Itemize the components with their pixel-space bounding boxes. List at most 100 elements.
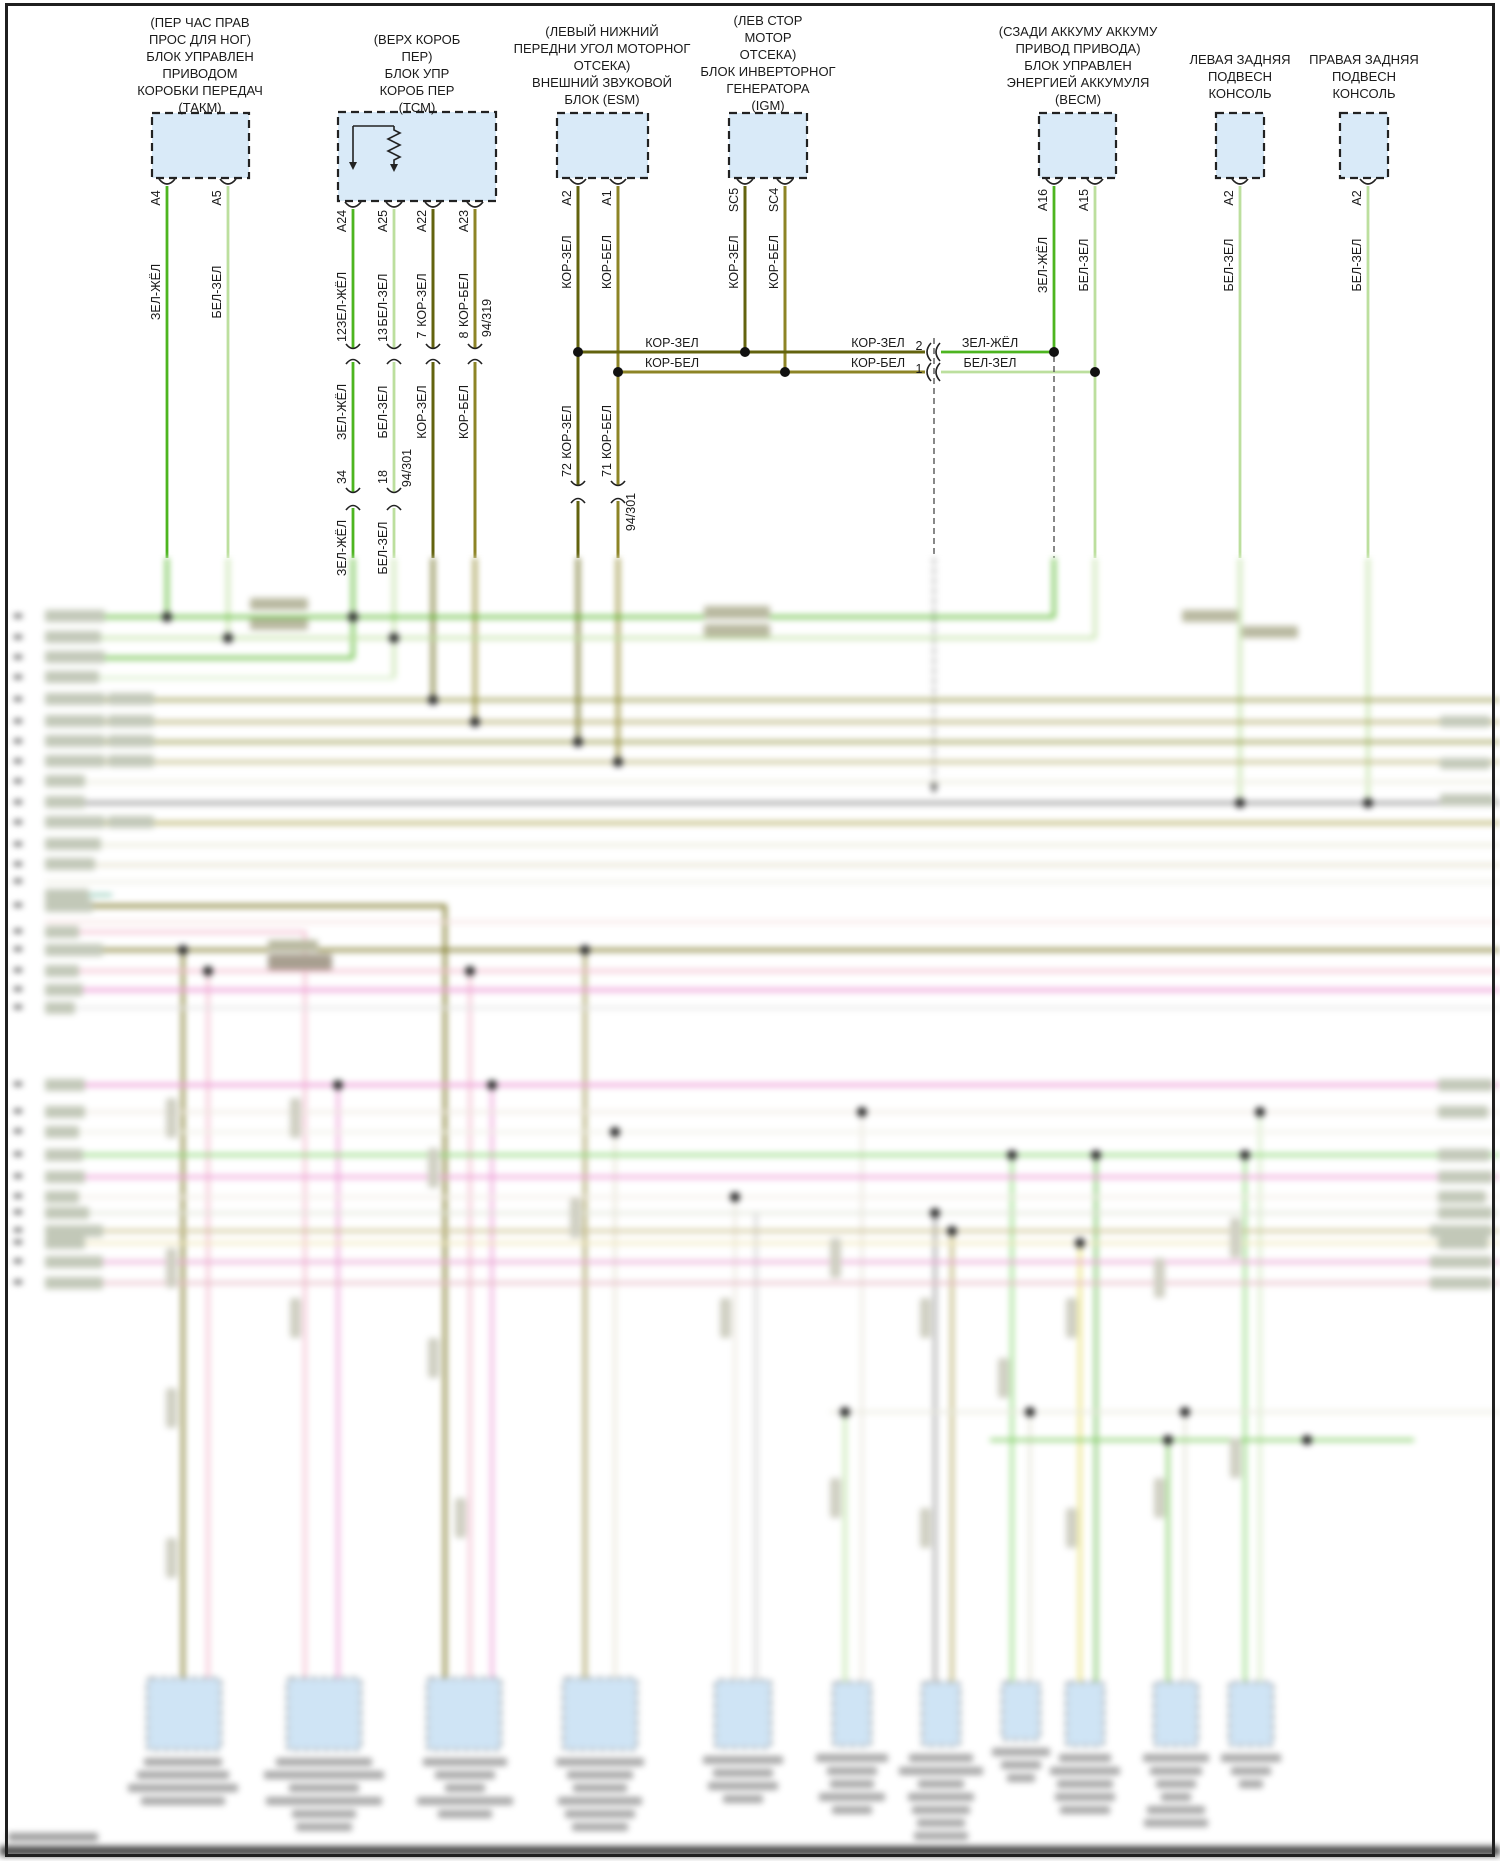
title-line: БЛОК УПРАВЛЕН [1024,58,1132,73]
pin-label-sc4: SC4 [767,187,781,213]
becm-box [1037,111,1118,180]
pin-label-a2-left-console: A2 [1222,190,1236,206]
wire-color-label: БЕЛ-ЗЕЛ [1350,238,1364,292]
connector-pin-number: 7 [415,331,429,339]
wire-color-label: ЗЕЛ-ЖЁЛ [335,271,349,329]
pin-label-a4: A4 [149,190,163,206]
title-line: БЛОК ИНВЕРТОРНОГ [700,64,836,79]
title-line: ПРОС ДЛЯ НОГ) [148,32,252,47]
title-line: БЛОК УПР [384,66,450,81]
footer-text-blur [8,1833,98,1841]
bus-label-kor-zel: КОР-ЗЕЛ [851,336,905,350]
mid-bus-lines [45,904,1500,1682]
bottom-connector-blocks [146,1677,1274,1751]
title-line: ПОДВЕСН [1331,69,1397,84]
pin-label-a5: A5 [210,190,224,206]
title-line: ПЕРЕДНИ УГОЛ МОТОРНОГ [513,41,691,56]
connector-pin-number: 12 [335,328,349,342]
pin-label-a25: A25 [376,209,390,233]
title-line: ПРИВОД ПРИВОДА) [1015,41,1141,56]
title-line: ЭНЕРГИЕЙ АККУМУЛЯ [1006,75,1150,90]
bottom-bar [0,1846,1500,1856]
wire-color-label: КОР-БЕЛ [457,384,471,440]
inline-connector-breaks [345,343,626,511]
blurred-wiring-detail [0,558,1500,1861]
connector-cavity-number: 1 [915,362,923,376]
title-line: БЛОК (ESM) [564,92,640,107]
wire-color-label: БЕЛ-ЗЕЛ [210,265,224,319]
wire-color-label: ЗЕЛ-ЖЁЛ [335,383,349,441]
wire-color-label: КОР-БЕЛ [767,234,781,290]
title-line: (ЛЕВЫЙ НИЖНИЙ [545,24,659,39]
wire-color-label: ЗЕЛ-ЖЁЛ [149,263,163,321]
title-line: ЛЕВАЯ ЗАДНЯЯ [1189,52,1291,67]
title-line: ПРАВАЯ ЗАДНЯЯ [1309,52,1419,67]
esm-box [555,111,650,180]
pin-label-a22: A22 [415,209,429,233]
title-line: (СЗАДИ АККУМУ АККУМУ [998,24,1158,39]
mid-line-labels [250,598,1298,970]
wire-color-label: БЕЛ-ЗЕЛ [376,273,390,327]
junction-dots [573,347,1100,377]
title-line: (ТСМ) [398,100,436,115]
connector-pin-number: 71 [600,463,614,477]
wire-color-label: БЕЛ-ЗЕЛ [376,521,390,575]
wire-color-label: КОР-ЗЕЛ [560,405,574,459]
pin-label-a16: A16 [1036,188,1050,212]
pin-label-a2-right-console: A2 [1350,190,1364,206]
left-edge-labels [14,610,154,1289]
bus-label-kor-bel: КОР-БЕЛ [850,356,906,370]
title-line: ОТСЕКА) [573,58,631,73]
title-line: ВНЕШНИЙ ЗВУКОВОЙ [532,75,672,90]
connector-pin-number: 13 [376,328,390,342]
title-line: ГЕНЕРАТОРА [726,81,810,96]
wire-color-label: БЕЛ-ЗЕЛ [1077,238,1091,292]
module-boxes [150,110,1390,203]
wires [165,186,1370,558]
igm-box [727,111,809,180]
title-line: КОНСОЛЬ [1332,86,1396,101]
wire-color-label: КОР-БЕЛ [600,404,614,460]
connector-pin-number: 72 [560,463,574,477]
left-console-box [1214,111,1266,180]
pin-label-sc5: SC5 [727,187,741,213]
wire-color-label: КОР-ЗЕЛ [560,235,574,289]
bus-label-bel-zel: БЕЛ-ЗЕЛ [963,356,1017,370]
incoming-wires [165,558,1370,803]
title-line: ПРИВОДОМ [162,66,238,81]
block-caption-text [128,1748,1281,1840]
pin-label-a1: A1 [600,190,614,206]
title-line: (ПЕР ЧАС ПРАВ [150,15,250,30]
right-console-box [1338,111,1390,180]
title-line: ПОДВЕСН [1207,69,1273,84]
bus-connector-symbols [926,342,941,382]
wire-color-label: БЕЛ-ЗЕЛ [376,385,390,439]
wire-color-label: КОР-БЕЛ [457,272,471,328]
title-line: КОРОБКИ ПЕРЕДАЧ [137,83,263,98]
wire-color-label: ЗЕЛ-ЖЁЛ [335,519,349,577]
upper-bus-lines [45,615,1500,897]
pin-label-a2: A2 [560,190,574,206]
tcm-box [336,110,498,203]
connector-pin-number: 18 [376,470,390,484]
title-line: БЛОК УПРАВЛЕН [146,49,254,64]
lower-bus-lines [45,1083,1500,1684]
title-line: КОРОБ ПЕР [379,83,455,98]
title-line: (IGM) [751,98,785,113]
wiring-diagram-top [150,110,1390,558]
connector-code: 94/301 [400,448,414,488]
pin-label-a23: A23 [457,209,471,233]
title-line: ОТСЕКА) [739,47,797,62]
connector-code: 94/319 [480,298,494,338]
title-line: КОНСОЛЬ [1208,86,1272,101]
title-line: ПЕР) [401,49,433,64]
blurred-diagram-region [0,558,1500,1861]
pin-label-a24: A24 [335,209,349,233]
right-edge-labels [1430,716,1495,1289]
bus-label-kor-bel: КОР-БЕЛ [644,356,700,370]
wire-label-strips [166,1098,1241,1578]
connector-pin-number: 34 [335,470,349,484]
tcm-resistor [349,125,402,172]
connector-code: 94/301 [624,492,638,532]
